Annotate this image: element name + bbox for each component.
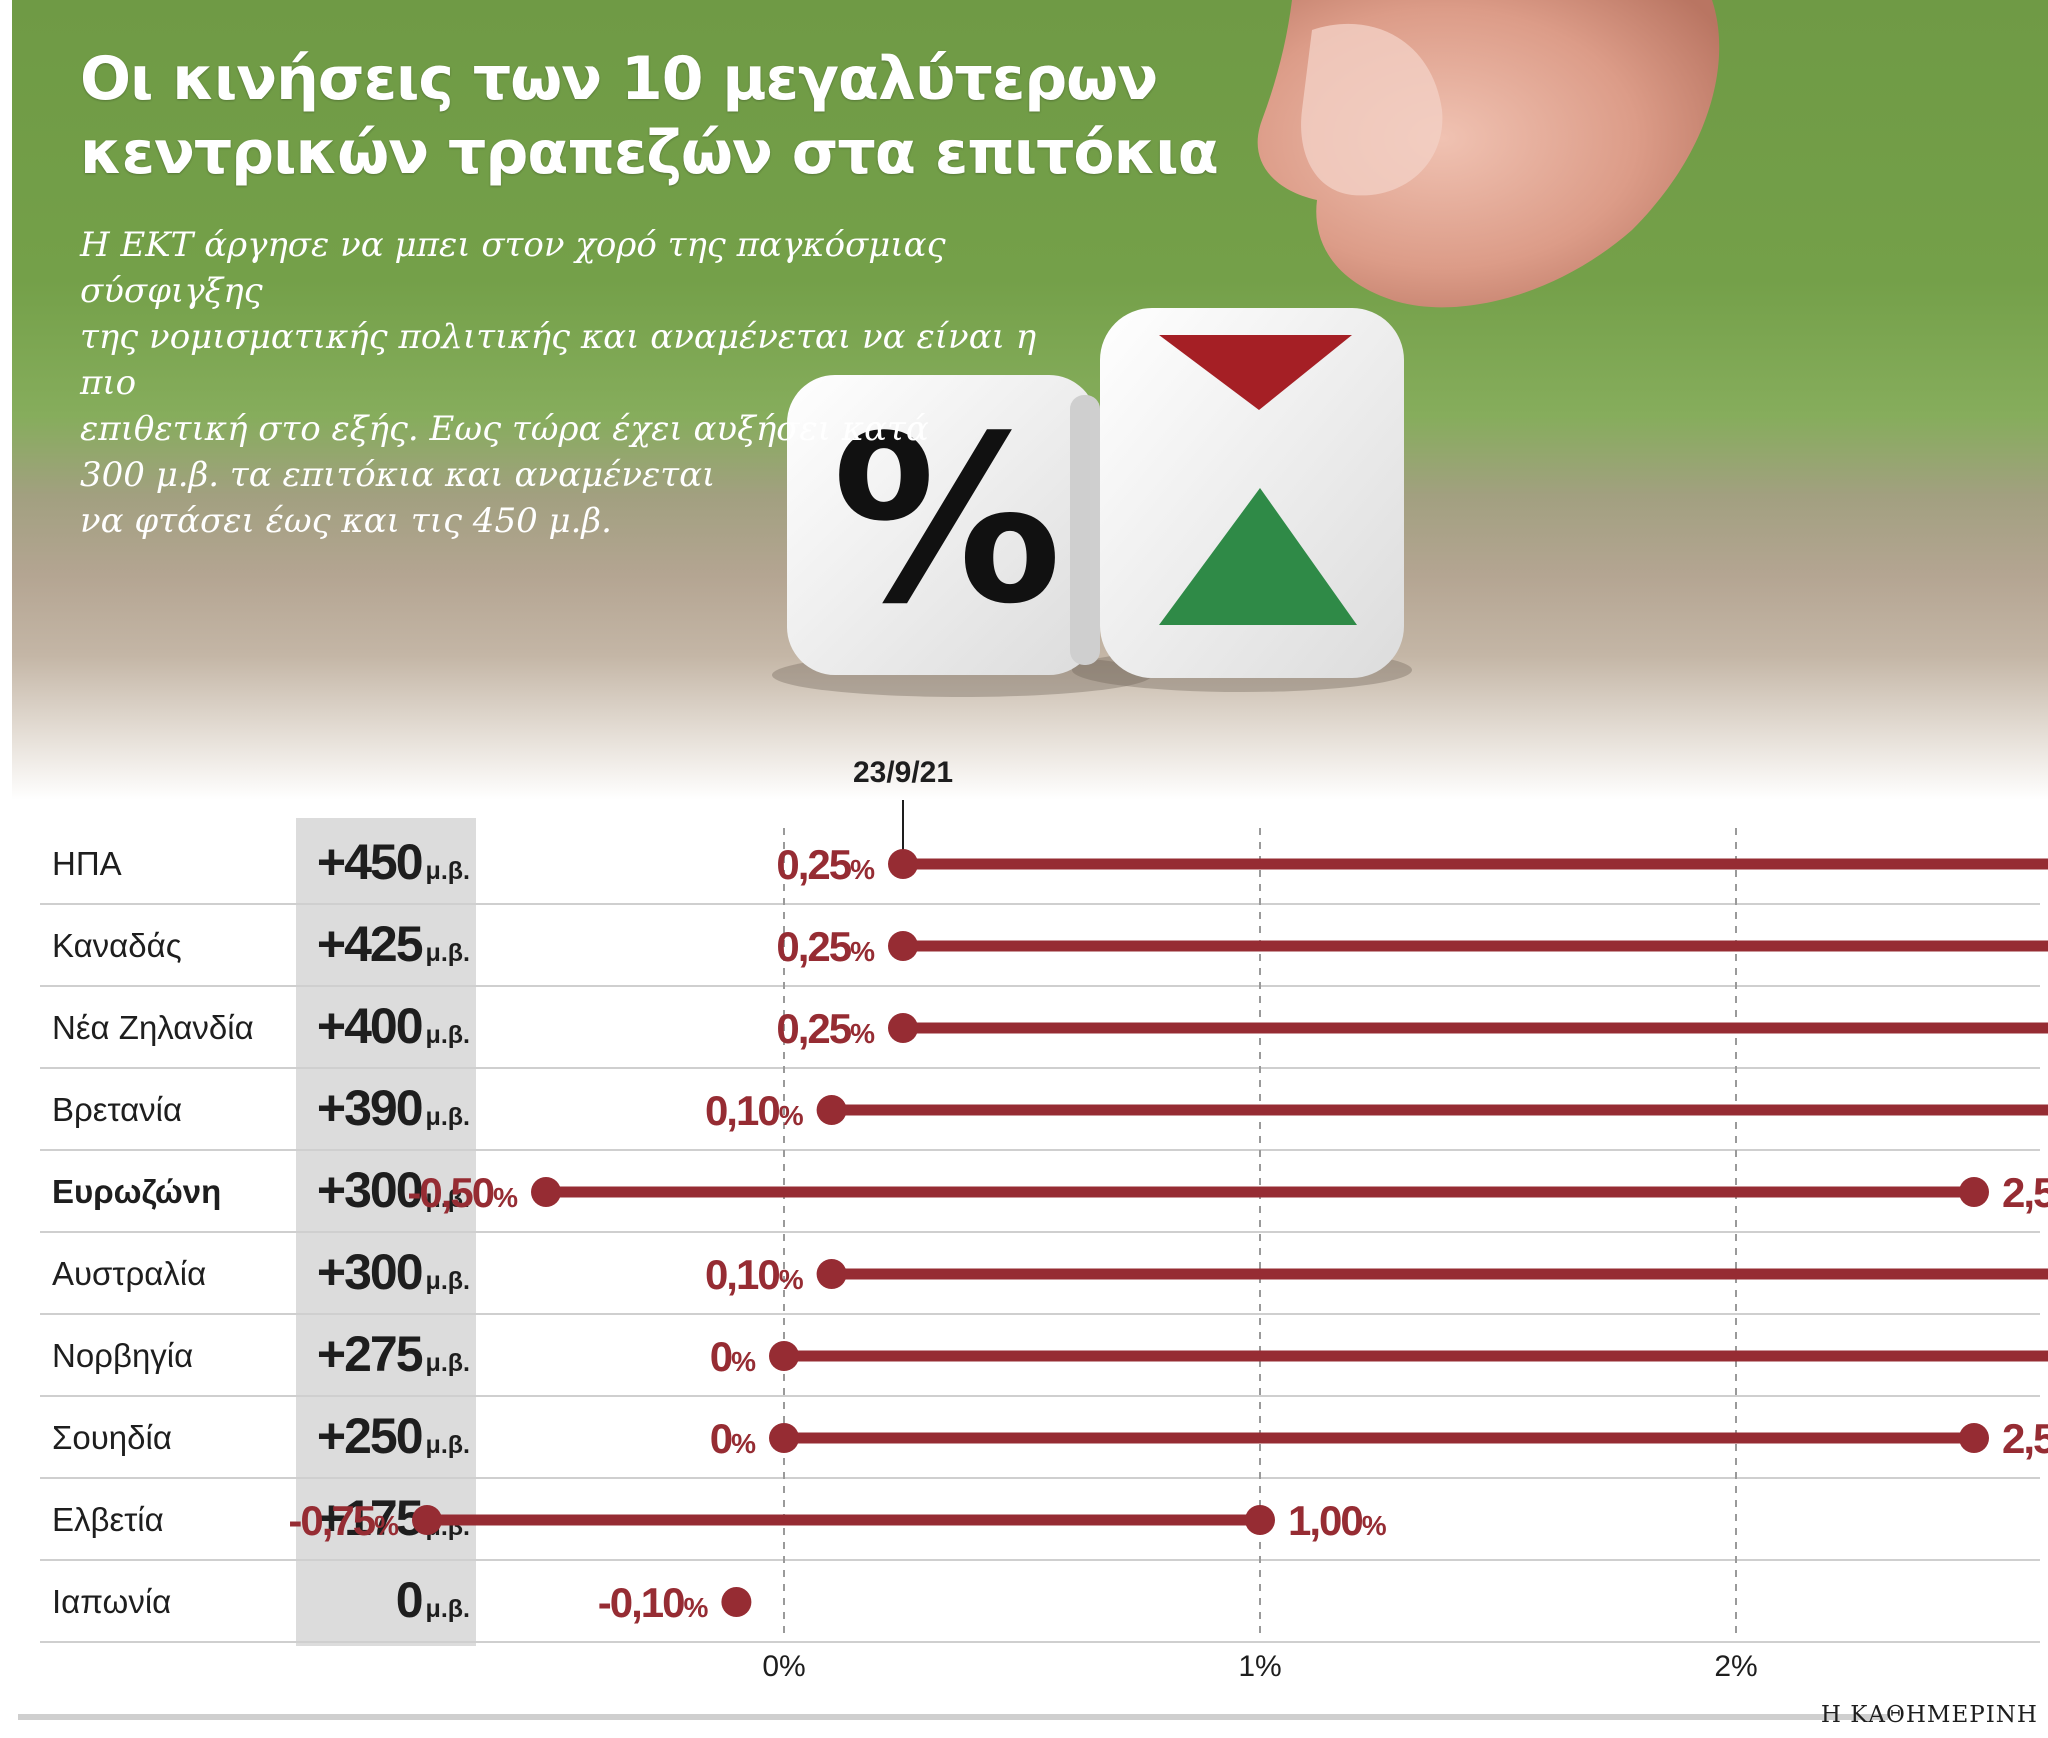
bp-unit: μ.β. bbox=[425, 1021, 470, 1049]
bp-unit: μ.β. bbox=[425, 1349, 470, 1377]
value-label: 0,25% bbox=[776, 923, 875, 970]
country-label: Βρετανία bbox=[52, 1091, 183, 1128]
country-label: Ελβετία bbox=[52, 1501, 164, 1538]
value-label: 0,10% bbox=[705, 1251, 804, 1298]
start-dot bbox=[816, 1095, 847, 1125]
basis-points-change: +300 μ.β. bbox=[300, 1238, 470, 1298]
bp-unit: μ.β. bbox=[425, 1267, 470, 1295]
percent-symbol: % bbox=[832, 388, 1062, 655]
row-separator bbox=[40, 1395, 2040, 1397]
bp-value: +300 bbox=[316, 1244, 424, 1300]
bp-value: +450 bbox=[316, 834, 424, 890]
basis-points-change: +425 μ.β. bbox=[300, 910, 470, 970]
bp-unit: μ.β. bbox=[425, 1185, 470, 1213]
row-separator bbox=[40, 1231, 2040, 1233]
bp-unit: μ.β. bbox=[425, 939, 470, 967]
start-dot bbox=[888, 1013, 918, 1043]
source-brand: Η ΚΑΘΗΜΕΡΙΝΗ bbox=[1820, 1702, 2038, 1728]
country-label: Νέα Ζηλανδία bbox=[52, 1009, 254, 1046]
end-dot bbox=[1959, 1177, 1989, 1207]
hero-photo: % Οι κινήσεις των 10 μεγαλύτερων κεντρικ… bbox=[12, 0, 2048, 800]
percent-die bbox=[787, 375, 1097, 675]
country-label: Σουηδία bbox=[52, 1419, 172, 1456]
basis-points-change: +300 μ.β. bbox=[300, 1156, 470, 1216]
value-label: 2,50% bbox=[2002, 1415, 2048, 1462]
value-label: -0,10% bbox=[598, 1579, 709, 1626]
bp-value: +175 bbox=[316, 1490, 424, 1546]
country-label: ΗΠΑ bbox=[52, 845, 122, 882]
start-dot bbox=[888, 931, 918, 961]
value-label: 0% bbox=[710, 1415, 756, 1462]
basis-points-change: +250 μ.β. bbox=[300, 1402, 470, 1462]
dice-illustration: % bbox=[772, 0, 1720, 697]
end-dot bbox=[1245, 1505, 1275, 1535]
country-label: Ευρωζώνη bbox=[52, 1173, 222, 1210]
country-label: Αυστραλία bbox=[52, 1255, 207, 1292]
start-dot bbox=[888, 849, 918, 879]
bp-unit: μ.β. bbox=[425, 1595, 470, 1623]
basis-points-change: 0 μ.β. bbox=[300, 1566, 470, 1626]
x-tick-label: 0% bbox=[762, 1650, 805, 1683]
bp-unit: μ.β. bbox=[425, 857, 470, 885]
value-label: -0,75% bbox=[288, 1497, 399, 1544]
start-dot bbox=[531, 1177, 561, 1207]
basis-points-change: +275 μ.β. bbox=[300, 1320, 470, 1380]
bp-value: 0 bbox=[395, 1572, 424, 1628]
value-label: 0,10% bbox=[705, 1087, 804, 1134]
country-label: Νορβηγία bbox=[52, 1337, 194, 1374]
value-label: 1,00% bbox=[1288, 1497, 1387, 1544]
basis-points-change: +400 μ.β. bbox=[300, 992, 470, 1052]
bp-value: +425 bbox=[316, 916, 424, 972]
row-separator bbox=[40, 903, 2040, 905]
footer-divider bbox=[18, 1714, 1888, 1720]
x-tick-label: 1% bbox=[1238, 1650, 1281, 1683]
row-separator bbox=[40, 1477, 2040, 1479]
page-title: Οι κινήσεις των 10 μεγαλύτερων κεντρικών… bbox=[80, 44, 1219, 188]
bp-value: +400 bbox=[316, 998, 424, 1054]
bp-value: +250 bbox=[316, 1408, 424, 1464]
row-separator bbox=[40, 985, 2040, 987]
row-separator bbox=[40, 1067, 2040, 1069]
value-label: 0,25% bbox=[776, 841, 875, 888]
start-dot bbox=[816, 1259, 847, 1289]
green-up-triangle-icon bbox=[1159, 488, 1357, 625]
basis-points-change: +450 μ.β. bbox=[300, 828, 470, 888]
start-dot bbox=[769, 1423, 799, 1453]
page-subtitle: Η ΕΚΤ άργησε να μπει στον χορό της παγκό… bbox=[80, 225, 1037, 541]
row-separator bbox=[40, 1641, 2040, 1643]
country-label: Ιαπωνία bbox=[52, 1583, 172, 1620]
bp-value: +275 bbox=[316, 1326, 424, 1382]
country-label: Καναδάς bbox=[52, 927, 182, 964]
value-label: 0,25% bbox=[776, 1005, 875, 1052]
bp-value: +390 bbox=[316, 1080, 424, 1136]
value-label: 0% bbox=[710, 1333, 756, 1380]
bp-unit: μ.β. bbox=[425, 1103, 470, 1131]
start-dot bbox=[769, 1341, 799, 1371]
row-separator bbox=[40, 1313, 2040, 1315]
single-dot bbox=[721, 1587, 752, 1617]
bp-unit: μ.β. bbox=[425, 1431, 470, 1459]
value-label: 2,50% bbox=[2002, 1169, 2048, 1216]
row-separator bbox=[40, 1149, 2040, 1151]
start-date-label: 23/9/21 bbox=[853, 756, 953, 789]
bp-value: +300 bbox=[316, 1162, 424, 1218]
x-tick-label: 2% bbox=[1714, 1650, 1757, 1683]
basis-points-change: +390 μ.β. bbox=[300, 1074, 470, 1134]
start-dot bbox=[412, 1505, 442, 1535]
end-dot bbox=[1959, 1423, 1989, 1453]
row-separator bbox=[40, 1559, 2040, 1561]
value-label: -0,50% bbox=[407, 1169, 518, 1216]
red-down-triangle-icon bbox=[1159, 335, 1352, 410]
